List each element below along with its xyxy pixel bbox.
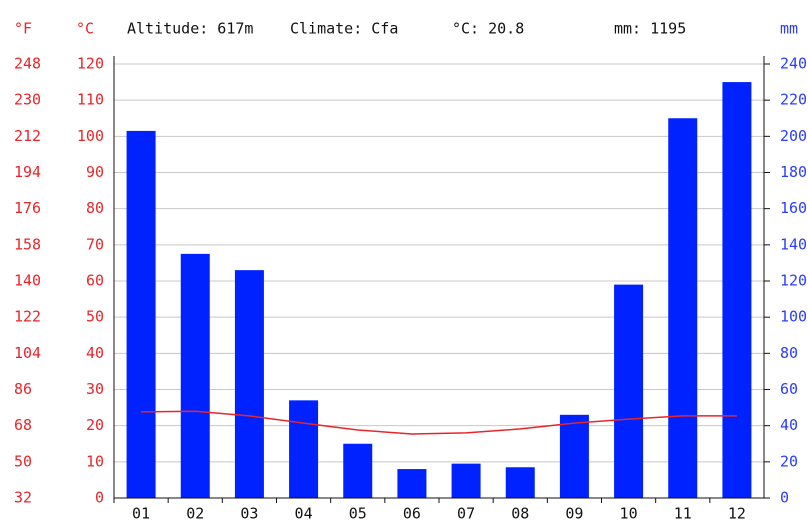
celsius-tick-label: 100 [77, 127, 104, 145]
fahrenheit-tick-label: 212 [14, 127, 41, 145]
precipitation-tick-label: 160 [780, 199, 807, 217]
celsius-tick-label: 20 [86, 416, 104, 434]
fahrenheit-tick-label: 104 [14, 344, 41, 362]
x-tick-label: 09 [565, 505, 583, 523]
x-tick-label: 07 [457, 505, 475, 523]
celsius-tick-label: 110 [77, 91, 104, 109]
precipitation-tick-label: 80 [780, 344, 798, 362]
mean-temperature: °C: 20.8 [452, 20, 524, 38]
fahrenheit-tick-label: 248 [14, 55, 41, 73]
celsius-unit: °C [76, 20, 94, 38]
celsius-tick-label: 0 [95, 489, 104, 507]
fahrenheit-tick-label: 176 [14, 199, 41, 217]
celsius-tick-label: 10 [86, 452, 104, 470]
bar [505, 467, 535, 498]
precipitation-tick-label: 240 [780, 55, 807, 73]
bar [180, 253, 210, 498]
fahrenheit-tick-label: 122 [14, 308, 41, 326]
bar [126, 130, 156, 499]
x-tick-label: 04 [295, 505, 313, 523]
x-tick-label: 11 [674, 505, 692, 523]
fahrenheit-tick-label: 86 [14, 380, 32, 398]
precipitation-tick-label: 180 [780, 163, 807, 181]
bar [397, 469, 427, 498]
precipitation-tick-label: 140 [780, 235, 807, 253]
bar [614, 284, 644, 498]
bar [234, 270, 264, 498]
x-tick-label: 05 [349, 505, 367, 523]
fahrenheit-tick-label: 194 [14, 163, 41, 181]
celsius-tick-label: 30 [86, 380, 104, 398]
celsius-tick-label: 90 [86, 163, 104, 181]
climate: Climate: Cfa [290, 20, 398, 38]
celsius-tick-label: 120 [77, 55, 104, 73]
x-tick-label: 06 [403, 505, 421, 523]
fahrenheit-unit: °F [14, 20, 32, 38]
precipitation-tick-label: 60 [780, 380, 798, 398]
celsius-tick-label: 50 [86, 308, 104, 326]
precipitation-tick-label: 0 [780, 489, 789, 507]
fahrenheit-tick-label: 68 [14, 416, 32, 434]
bar [451, 463, 481, 498]
precipitation-tick-label: 120 [780, 272, 807, 290]
x-tick-label: 10 [620, 505, 638, 523]
fahrenheit-tick-label: 158 [14, 235, 41, 253]
celsius-tick-label: 70 [86, 235, 104, 253]
celsius-tick-label: 80 [86, 199, 104, 217]
celsius-tick-label: 60 [86, 272, 104, 290]
fahrenheit-tick-label: 32 [14, 489, 32, 507]
x-tick-label: 12 [728, 505, 746, 523]
celsius-tick-label: 40 [86, 344, 104, 362]
altitude: Altitude: 617m [127, 20, 253, 38]
precipitation-tick-label: 200 [780, 127, 807, 145]
precipitation-tick-label: 100 [780, 308, 807, 326]
temperature-line [141, 410, 737, 435]
bar [722, 82, 752, 498]
precipitation-tick-label: 20 [780, 452, 798, 470]
precipitation-total: mm: 1195 [614, 20, 686, 38]
fahrenheit-tick-label: 230 [14, 91, 41, 109]
bar [668, 118, 698, 498]
x-tick-label: 08 [511, 505, 529, 523]
fahrenheit-tick-label: 50 [14, 452, 32, 470]
precipitation-unit: mm [780, 20, 798, 38]
x-tick-label: 02 [186, 505, 204, 523]
x-tick-label: 01 [132, 505, 150, 523]
precipitation-tick-label: 220 [780, 91, 807, 109]
bar [343, 443, 373, 498]
precipitation-tick-label: 40 [780, 416, 798, 434]
bar [559, 414, 589, 498]
bar [289, 400, 319, 498]
fahrenheit-tick-label: 140 [14, 272, 41, 290]
x-tick-label: 03 [240, 505, 258, 523]
